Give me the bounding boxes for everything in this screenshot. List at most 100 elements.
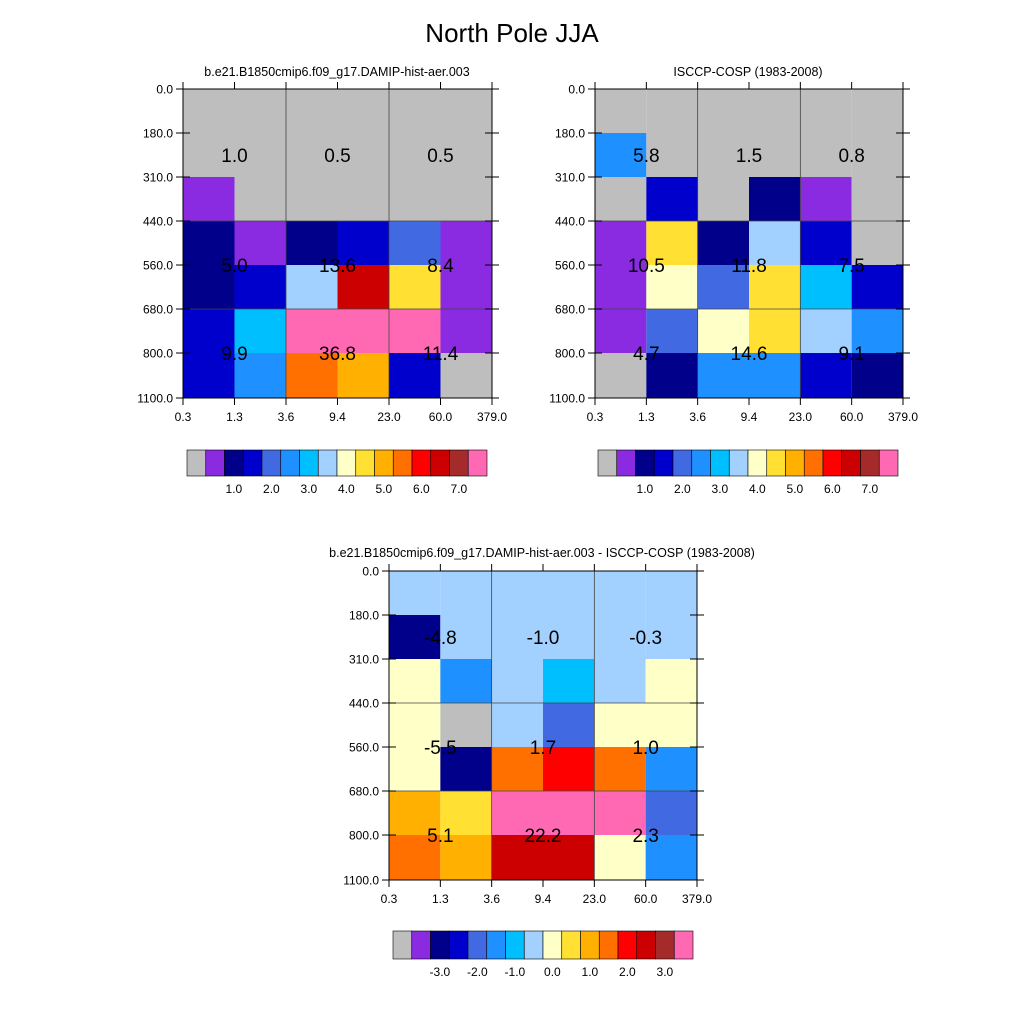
summary-values: 1.0 0.5 0.5 5.0 13.6 8.4 9.9 36.8 11.4 — [221, 146, 458, 365]
heatmap-cell — [389, 791, 441, 836]
y-tick-label: 560.0 — [143, 259, 173, 273]
colorbar-label: 5.0 — [376, 482, 393, 496]
heatmap-cell — [491, 747, 543, 792]
summary-value: -4.8 — [424, 628, 457, 649]
heatmap-cell — [440, 133, 492, 178]
heatmap-cell — [491, 659, 543, 704]
heatmap-cell — [234, 133, 286, 178]
heatmap-cell — [440, 615, 492, 660]
summary-value: 2.3 — [632, 826, 658, 847]
heatmap-cell — [594, 747, 646, 792]
heatmap-cell — [645, 747, 697, 792]
summary-value: 1.0 — [221, 146, 247, 167]
colorbar-label: 1.0 — [226, 482, 243, 496]
heatmap-cell — [645, 835, 697, 880]
x-tick-label: 3.6 — [278, 410, 295, 424]
x-tick-label: 379.0 — [682, 892, 712, 906]
summary-value: -5.5 — [424, 738, 457, 759]
heatmap-cell — [440, 177, 492, 222]
heatmap-cell — [440, 703, 492, 748]
summary-value: 14.6 — [731, 344, 768, 365]
heatmap-cell — [389, 659, 441, 704]
colorbar-label: -3.0 — [430, 965, 451, 979]
heatmap-cell — [697, 221, 749, 266]
heatmap-cell — [851, 309, 903, 354]
heatmap-cells — [389, 571, 697, 880]
colorbar-label: 6.0 — [824, 482, 841, 496]
heatmap-cell — [285, 309, 338, 354]
heatmap-cell — [337, 177, 390, 222]
heatmap-cell — [697, 309, 749, 354]
heatmap-cell — [389, 835, 441, 880]
colorbar-swatch — [655, 930, 675, 960]
heatmap-cell — [595, 309, 647, 354]
heatmap-cell — [543, 835, 595, 880]
heatmap-cell — [183, 353, 235, 398]
summary-value: -0.3 — [629, 628, 662, 649]
summary-value: 0.8 — [838, 146, 864, 167]
summary-values: -4.8 -1.0 -0.3 -5.5 1.7 1.0 5.1 22.2 2.3 — [424, 628, 662, 847]
x-tick-label: 23.0 — [789, 410, 813, 424]
colorbar-swatch — [598, 930, 619, 960]
x-tick-label: 1.3 — [638, 410, 655, 424]
y-tick-label: 1100.0 — [137, 392, 173, 406]
summary-value: 36.8 — [319, 344, 356, 365]
heatmap-cell — [595, 353, 647, 398]
heatmap-cell — [646, 265, 698, 310]
heatmap-cell — [645, 791, 697, 836]
axes: 0.0180.0310.0440.0560.0680.0800.01100.00… — [137, 82, 507, 424]
heatmap-cell — [800, 133, 852, 178]
y-tick-label: 440.0 — [349, 697, 379, 711]
heatmap-cell — [491, 571, 543, 616]
y-tick-label: 180.0 — [143, 127, 173, 141]
heatmap-cell — [440, 791, 492, 836]
colorbar-label: 4.0 — [338, 482, 355, 496]
heatmap-cell — [851, 353, 903, 398]
heatmap-cell — [645, 659, 697, 704]
summary-value: 5.0 — [221, 256, 247, 277]
heatmap-cell — [543, 747, 595, 792]
colorbar-swatch — [486, 930, 506, 960]
colorbar-swatch — [561, 930, 581, 960]
x-tick-label: 379.0 — [888, 410, 918, 424]
heatmap-cell — [800, 309, 852, 354]
summary-value: 1.0 — [632, 738, 658, 759]
heatmap-cell — [749, 177, 801, 222]
heatmap-cell — [800, 221, 852, 266]
colorbar-swatch — [636, 930, 656, 960]
heatmap-cell — [543, 791, 595, 836]
colorbar-swatch — [448, 930, 469, 960]
heatmap-cell — [285, 265, 338, 310]
y-tick-label: 310.0 — [143, 171, 173, 185]
summary-value: 9.9 — [221, 344, 247, 365]
colorbar-swatch — [580, 930, 600, 960]
heatmap-cell — [800, 353, 852, 398]
colorbar-swatch — [505, 930, 525, 960]
heatmap-cell — [543, 703, 595, 748]
colorbar-label: 4.0 — [749, 482, 766, 496]
summary-value: 0.5 — [427, 146, 453, 167]
heatmap-cell — [851, 133, 903, 178]
colorbar-label: 2.0 — [619, 965, 636, 979]
heatmap-cell — [646, 221, 698, 266]
heatmap-cell — [646, 177, 698, 222]
heatmap-cell — [337, 265, 390, 310]
y-tick-label: 0.0 — [568, 83, 585, 97]
summary-value: 5.8 — [633, 146, 659, 167]
heatmap-cells — [183, 89, 492, 398]
y-tick-label: 560.0 — [555, 259, 585, 273]
grid-lines — [595, 89, 903, 398]
heatmap-cell — [389, 221, 441, 266]
heatmap-cell — [646, 353, 698, 398]
heatmap-cell — [337, 353, 390, 398]
x-tick-label: 379.0 — [477, 410, 507, 424]
x-tick-label: 9.4 — [535, 892, 552, 906]
x-tick-label: 0.3 — [381, 892, 398, 906]
summary-value: 9.1 — [838, 344, 864, 365]
summary-value: 7.5 — [838, 256, 864, 277]
heatmap-cell — [645, 703, 697, 748]
heatmap-cell — [440, 265, 492, 310]
heatmap-cell — [389, 747, 441, 792]
heatmap-cell — [491, 703, 543, 748]
